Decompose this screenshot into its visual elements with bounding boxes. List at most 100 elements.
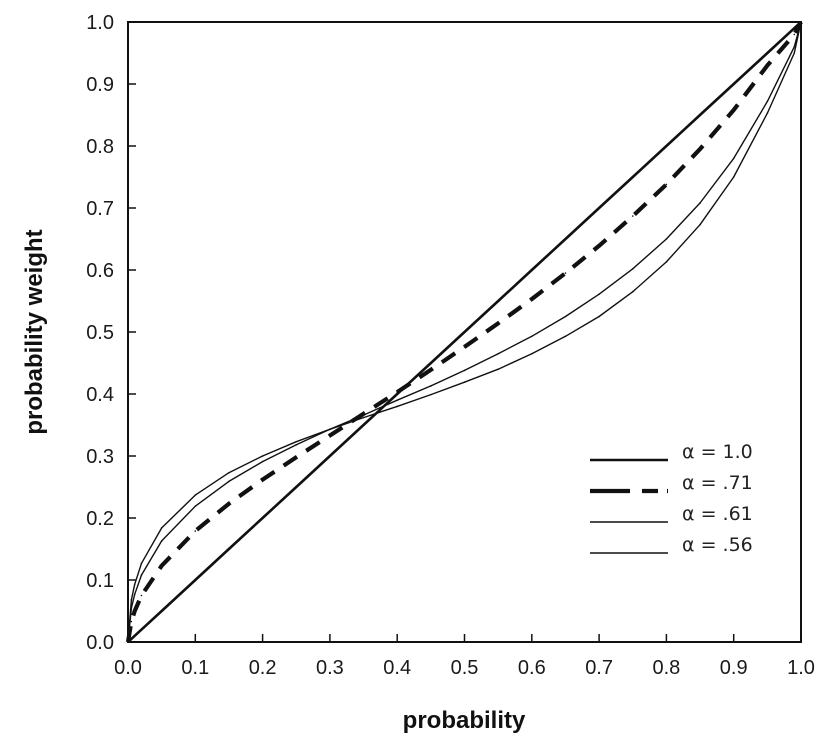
data-point xyxy=(497,368,499,371)
data-point xyxy=(228,502,230,505)
data-point xyxy=(295,444,298,446)
series-layer xyxy=(125,21,803,643)
data-point xyxy=(228,471,230,474)
data-point xyxy=(463,346,466,348)
data-point xyxy=(130,620,133,623)
data-point xyxy=(130,599,133,601)
data-point xyxy=(396,399,399,402)
data-point xyxy=(140,562,143,565)
y-tick-label: 1.0 xyxy=(86,12,114,34)
data-point xyxy=(564,315,567,318)
data-point xyxy=(793,27,796,30)
data-point xyxy=(160,564,163,567)
x-tick-label: 0.2 xyxy=(249,657,277,679)
data-point xyxy=(699,114,701,116)
data-point xyxy=(531,269,533,271)
data-point xyxy=(463,381,466,384)
x-tick-label: 0.5 xyxy=(451,657,479,679)
data-point xyxy=(631,267,634,270)
data-point xyxy=(766,52,769,54)
x-tick-label: 0.7 xyxy=(585,657,613,679)
data-point xyxy=(793,33,796,36)
x-axis-title: probability xyxy=(403,707,526,734)
data-point xyxy=(598,207,600,209)
data-point xyxy=(362,424,365,426)
data-point xyxy=(396,391,399,393)
data-point xyxy=(160,527,163,529)
data-point xyxy=(194,494,197,496)
data-point xyxy=(665,238,668,240)
y-tick-label: 0.6 xyxy=(86,260,114,282)
data-point xyxy=(665,261,668,263)
data-point xyxy=(133,593,136,596)
x-tick-label: 0.1 xyxy=(181,657,209,679)
data-point xyxy=(140,594,143,597)
x-tick-label: 0.9 xyxy=(720,657,748,679)
data-point xyxy=(732,176,735,178)
data-point xyxy=(194,579,197,581)
data-point xyxy=(140,574,143,576)
data-point xyxy=(497,300,499,302)
y-tick-label: 0.7 xyxy=(86,198,114,220)
data-point xyxy=(430,362,432,364)
data-point xyxy=(564,272,567,274)
data-point xyxy=(160,610,163,612)
data-point xyxy=(362,414,365,416)
data-point xyxy=(564,238,567,240)
data-point xyxy=(631,176,634,178)
data-point xyxy=(130,638,133,640)
y-axis-title: probability weight xyxy=(21,229,48,434)
data-point xyxy=(531,335,533,338)
data-point xyxy=(564,335,567,338)
data-point xyxy=(430,385,432,387)
data-point xyxy=(793,52,796,54)
data-point xyxy=(665,183,668,186)
data-point xyxy=(430,369,432,371)
data-point xyxy=(598,315,600,318)
y-tick-label: 0.1 xyxy=(86,570,114,592)
y-tick-label: 0.5 xyxy=(86,322,114,344)
data-point xyxy=(194,505,197,508)
data-point xyxy=(699,148,701,150)
data-point xyxy=(261,517,264,519)
data-point xyxy=(295,440,298,443)
y-tick-label: 0.0 xyxy=(86,632,114,654)
data-point xyxy=(598,245,600,247)
data-point xyxy=(665,145,668,147)
data-point xyxy=(261,455,264,457)
data-point xyxy=(463,369,466,372)
data-point xyxy=(497,352,499,355)
data-point xyxy=(531,298,533,300)
legend-label: α = .61 xyxy=(682,503,753,525)
data-point xyxy=(396,393,399,395)
data-point xyxy=(228,480,230,483)
data-point xyxy=(732,83,735,85)
data-point xyxy=(793,46,796,48)
data-point xyxy=(531,352,533,355)
x-tick-label: 0.0 xyxy=(114,657,142,679)
data-point xyxy=(140,628,143,631)
data-point xyxy=(631,215,634,217)
data-point xyxy=(766,64,769,67)
data-point xyxy=(194,530,197,532)
data-point xyxy=(329,434,331,437)
legend-label: α = .56 xyxy=(682,534,753,556)
data-point xyxy=(228,548,230,550)
data-point xyxy=(732,157,735,160)
data-point xyxy=(766,112,769,114)
data-point xyxy=(160,540,163,542)
x-tick-label: 0.6 xyxy=(518,657,546,679)
y-tick-label: 0.3 xyxy=(86,446,114,468)
data-point xyxy=(261,460,264,463)
data-point xyxy=(699,202,701,204)
data-point xyxy=(329,428,331,431)
data-point xyxy=(598,293,600,295)
data-point xyxy=(766,100,769,103)
y-tick-label: 0.2 xyxy=(86,508,114,530)
data-point xyxy=(261,478,264,481)
data-point xyxy=(732,109,735,111)
data-point xyxy=(133,610,136,612)
data-point xyxy=(631,290,634,293)
data-point xyxy=(430,393,432,396)
